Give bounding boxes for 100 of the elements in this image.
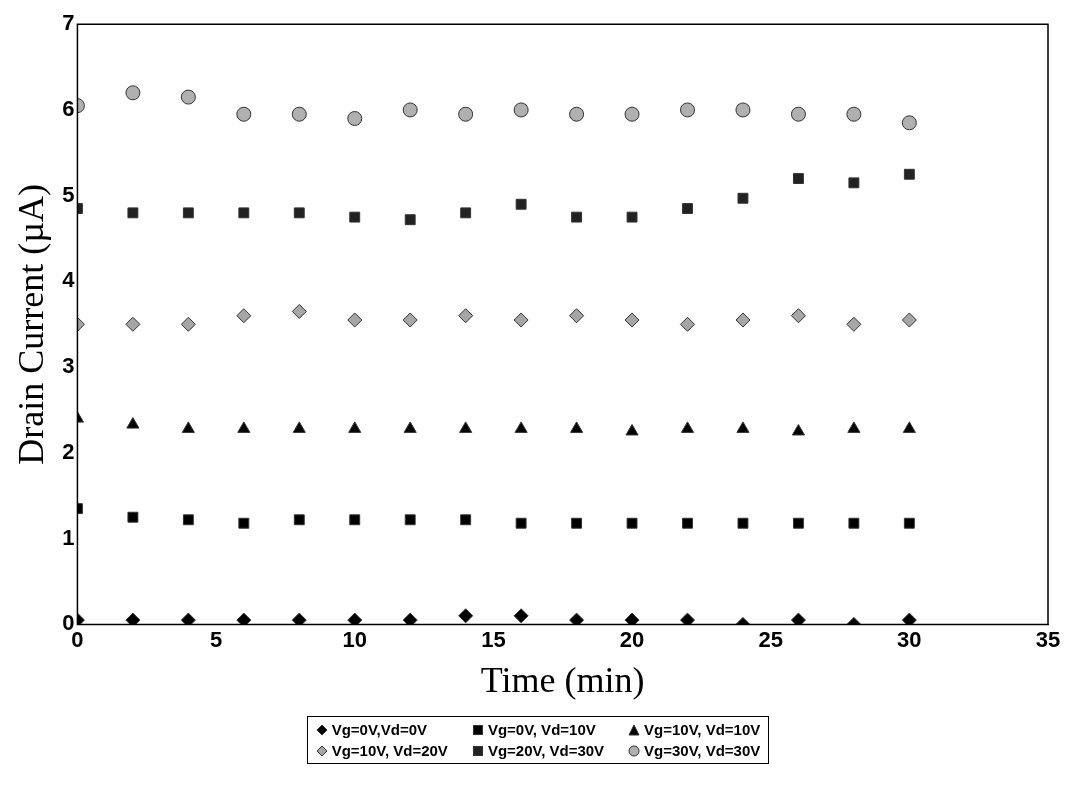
- point: [293, 514, 305, 526]
- point: [349, 211, 361, 223]
- y-tick-label: 6: [62, 96, 75, 122]
- point: [127, 207, 139, 219]
- point: [571, 517, 583, 529]
- point: [459, 421, 473, 433]
- point: [182, 207, 194, 219]
- point: [624, 106, 640, 122]
- point: [680, 316, 696, 332]
- point: [349, 514, 361, 526]
- point: [180, 89, 196, 105]
- point: [180, 612, 196, 625]
- point: [569, 612, 585, 625]
- point: [458, 308, 474, 324]
- point: [901, 612, 917, 625]
- point: [790, 308, 806, 324]
- point: [848, 177, 860, 189]
- legend-label: Vg=20V, Vd=30V: [487, 742, 605, 759]
- point: [458, 106, 474, 122]
- point: [790, 106, 806, 122]
- point: [571, 211, 583, 223]
- point: [569, 106, 585, 122]
- point: [626, 211, 638, 223]
- point: [680, 102, 696, 118]
- point: [403, 421, 417, 433]
- point: [347, 111, 363, 127]
- point: [348, 421, 362, 433]
- point: [735, 102, 751, 118]
- point: [737, 192, 749, 204]
- point: [125, 85, 141, 101]
- point: [182, 514, 194, 526]
- point: [792, 173, 804, 184]
- legend-label: Vg=30V, Vd=30V: [644, 742, 761, 759]
- x-tick-label: 20: [619, 626, 645, 652]
- point: [347, 612, 363, 625]
- point: [513, 102, 529, 118]
- y-tick-label: 1: [62, 524, 75, 550]
- legend-label: Vg=0V,Vd=0V: [331, 721, 428, 738]
- y-axis-title: Drain Current (µA): [11, 183, 52, 465]
- point: [404, 214, 416, 226]
- point: [127, 511, 139, 523]
- point: [180, 316, 196, 332]
- point: [903, 168, 915, 180]
- point: [513, 608, 529, 624]
- legend-label: Vg=0V, Vd=10V: [487, 721, 596, 738]
- point: [569, 308, 585, 324]
- point: [238, 207, 250, 219]
- point: [903, 517, 915, 529]
- point: [236, 612, 252, 625]
- y-tick-label: 5: [62, 181, 75, 207]
- y-tick-label: 7: [62, 10, 75, 36]
- legend-label: Vg=10V, Vd=10V: [644, 721, 761, 738]
- point: [237, 421, 251, 433]
- point: [181, 421, 195, 433]
- point: [404, 514, 416, 526]
- x-axis-title: Time (min): [480, 659, 645, 700]
- point: [291, 106, 307, 122]
- point: [848, 517, 860, 529]
- point: [347, 312, 363, 328]
- point: [460, 514, 472, 526]
- x-tick-label: 15: [481, 626, 506, 652]
- point: [514, 421, 528, 433]
- point: [902, 421, 916, 433]
- point: [291, 303, 307, 319]
- y-tick-label: 3: [62, 353, 75, 379]
- point: [291, 612, 307, 625]
- point: [791, 423, 805, 436]
- x-tick-label: 10: [342, 626, 367, 652]
- point: [624, 612, 640, 625]
- point: [126, 417, 140, 429]
- point: [737, 517, 749, 529]
- y-tick-label: 4: [62, 267, 76, 293]
- legend-label: Vg=10V, Vd=20V: [331, 742, 448, 759]
- x-tick-label: 30: [897, 626, 922, 652]
- x-tick-label: 35: [1035, 626, 1061, 652]
- point: [846, 106, 862, 122]
- point: [901, 115, 917, 131]
- point: [682, 517, 693, 529]
- point: [680, 612, 696, 625]
- point: [847, 421, 861, 433]
- point: [125, 612, 141, 625]
- point: [236, 106, 252, 122]
- point: [402, 612, 418, 625]
- point: [901, 312, 917, 328]
- x-tick-label: 5: [209, 626, 223, 652]
- y-tick-label: 2: [62, 438, 75, 464]
- point: [790, 612, 806, 625]
- point: [792, 517, 804, 529]
- point: [625, 423, 639, 436]
- point: [238, 517, 250, 529]
- point: [402, 312, 418, 328]
- point: [458, 608, 474, 624]
- point: [680, 421, 695, 433]
- point: [125, 316, 141, 332]
- point: [513, 312, 529, 328]
- point: [682, 203, 693, 214]
- point: [736, 421, 750, 433]
- point: [236, 308, 252, 324]
- point: [846, 316, 862, 332]
- point: [402, 102, 418, 118]
